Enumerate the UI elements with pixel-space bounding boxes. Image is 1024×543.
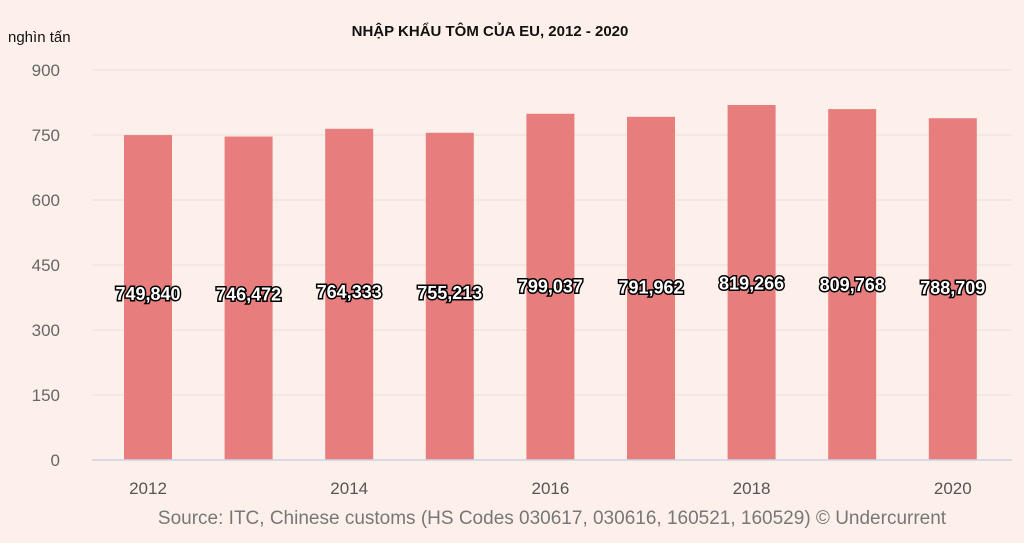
data-label: 749,840 xyxy=(115,284,180,304)
y-tick-label: 0 xyxy=(51,451,60,470)
data-label: 819,266 xyxy=(719,274,784,294)
x-tick-label: 2020 xyxy=(934,479,972,498)
data-labels: 749,840 746,472 764,333 755,213 799,037 791,9… xyxy=(114,272,987,306)
y-tick-label: 750 xyxy=(32,126,60,145)
bar-2015 xyxy=(425,132,474,460)
data-label: 809,768 xyxy=(820,275,885,295)
bar-2012 xyxy=(124,135,172,460)
bar-2017 xyxy=(627,116,675,460)
source-note: Source: ITC, Chinese customs (HS Codes 0… xyxy=(158,508,947,529)
bar-2014 xyxy=(325,128,374,460)
y-tick-label: 450 xyxy=(32,256,60,275)
y-tick-label: 900 xyxy=(32,61,60,80)
x-tick-label: 2014 xyxy=(330,479,368,498)
x-axis-ticks: 2012 2014 2016 2018 2020 xyxy=(129,479,972,498)
y-tick-label: 600 xyxy=(32,191,60,210)
data-label: 764,333 xyxy=(317,282,382,302)
y-axis-ticks: 0 150 300 450 600 750 900 xyxy=(32,61,60,470)
data-label: 746,472 xyxy=(216,285,281,305)
data-label: 799,037 xyxy=(518,277,583,297)
data-label: 755,213 xyxy=(417,283,482,303)
bar-2013 xyxy=(224,136,273,460)
y-tick-label: 150 xyxy=(32,386,60,405)
bars xyxy=(124,104,977,461)
y-axis-unit-label: nghìn tấn xyxy=(8,29,71,46)
bar-2016 xyxy=(526,113,575,460)
x-tick-label: 2018 xyxy=(733,479,771,498)
chart-title: NHẬP KHẨU TÔM CỦA EU, 2012 - 2020 xyxy=(352,22,629,40)
x-tick-label: 2012 xyxy=(129,479,167,498)
data-label: 791,962 xyxy=(618,278,683,298)
x-tick-label: 2016 xyxy=(531,479,569,498)
bar-2019 xyxy=(828,109,877,461)
y-tick-label: 300 xyxy=(32,321,60,340)
data-label: 788,709 xyxy=(920,278,985,298)
bar-2020 xyxy=(928,118,977,460)
bar-2018 xyxy=(727,104,776,460)
